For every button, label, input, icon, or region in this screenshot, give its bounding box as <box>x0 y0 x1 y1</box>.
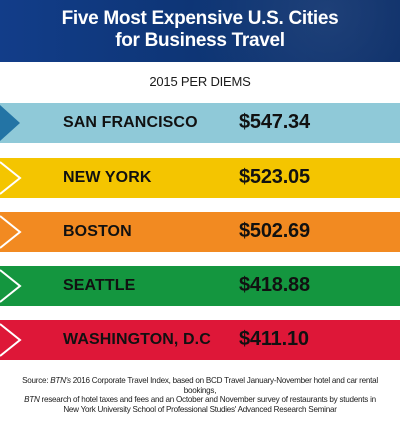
chart-title: Five Most Expensive U.S. Cities for Busi… <box>61 8 339 51</box>
source-brand-1: BTN's <box>50 376 71 385</box>
chart-subtitle: 2015 PER DIEMS <box>149 74 251 89</box>
bar-2 <box>0 158 400 198</box>
bar-row: WASHINGTON, D.C $411.10 <box>0 320 400 360</box>
source-note: Source: BTN's 2016 Corporate Travel Inde… <box>8 376 392 415</box>
bar-marker-icon <box>0 215 22 249</box>
bar-value-label: $411.10 <box>239 328 309 350</box>
source-text-3: New York University School of Profession… <box>63 405 337 415</box>
bar-5 <box>0 320 400 360</box>
bar-value-label: $523.05 <box>239 166 310 188</box>
bar-value-label: $502.69 <box>239 220 310 242</box>
source-text-2: research of hotel taxes and fees and an … <box>39 395 377 405</box>
chart-header: Five Most Expensive U.S. Cities for Busi… <box>0 0 400 62</box>
bar-4 <box>0 266 400 306</box>
bar-row: BOSTON $502.69 <box>0 212 400 252</box>
source-text-1: 2016 Corporate Travel Index, based on BC… <box>70 376 378 395</box>
source-brand-2: BTN <box>24 395 40 405</box>
bar-label: SEATTLE <box>63 277 136 294</box>
bar-value-label: $547.34 <box>239 111 310 133</box>
bar-3 <box>0 212 400 252</box>
bar-marker-icon <box>0 323 22 357</box>
bar-row: SEATTLE $418.88 <box>0 266 400 306</box>
bar-label: SAN FRANCISCO <box>63 114 198 131</box>
bar-row: SAN FRANCISCO $547.34 <box>0 103 400 143</box>
source-label: Source: <box>22 376 49 385</box>
bar-label: WASHINGTON, D.C <box>63 331 211 348</box>
bar-label: NEW YORK <box>63 169 152 186</box>
bar-marker-icon <box>0 269 22 303</box>
bar-row: NEW YORK $523.05 <box>0 158 400 198</box>
bar-value-label: $418.88 <box>239 274 310 296</box>
bar-marker-icon <box>0 105 20 141</box>
bar-1 <box>0 103 400 143</box>
bar-marker-icon <box>0 161 22 195</box>
bar-label: BOSTON <box>63 223 132 240</box>
